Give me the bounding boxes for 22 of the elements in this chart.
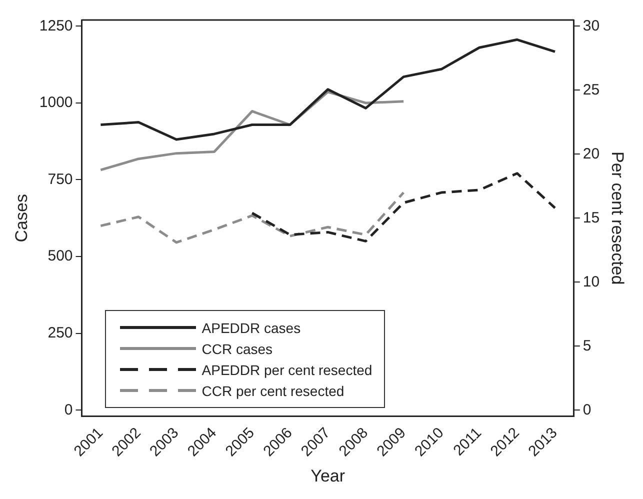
line-series [99, 191, 405, 244]
y-axis-title: Cases [12, 194, 31, 242]
y2-tick-label: 10 [582, 273, 600, 290]
x-axis-title: Year [310, 466, 346, 486]
y-tick-label: 250 [48, 324, 73, 342]
y2-tick-label: 20 [582, 145, 600, 162]
y2-tick-label: 15 [582, 209, 600, 226]
legend-label: CCR per cent resected [202, 382, 344, 399]
y2-tick-label: 0 [582, 401, 592, 418]
y-tick-label: 750 [48, 170, 73, 188]
y-tick-label: 0 [64, 401, 73, 418]
line-series [250, 172, 556, 242]
y2-tick-label: 25 [582, 81, 600, 98]
legend-label: APEDDR cases [202, 320, 301, 336]
y-tick-label: 1250 [39, 17, 73, 34]
y2-tick-label: 30 [582, 17, 600, 34]
legend-label: CCR cases [202, 340, 273, 357]
y-tick-label: 500 [48, 248, 73, 265]
y2-axis-title: Per cent resected [608, 152, 628, 285]
y2-tick-label: 5 [582, 337, 592, 354]
y-tick-label: 1000 [39, 94, 73, 112]
legend-label: APEDDR per cent resected [202, 362, 372, 378]
